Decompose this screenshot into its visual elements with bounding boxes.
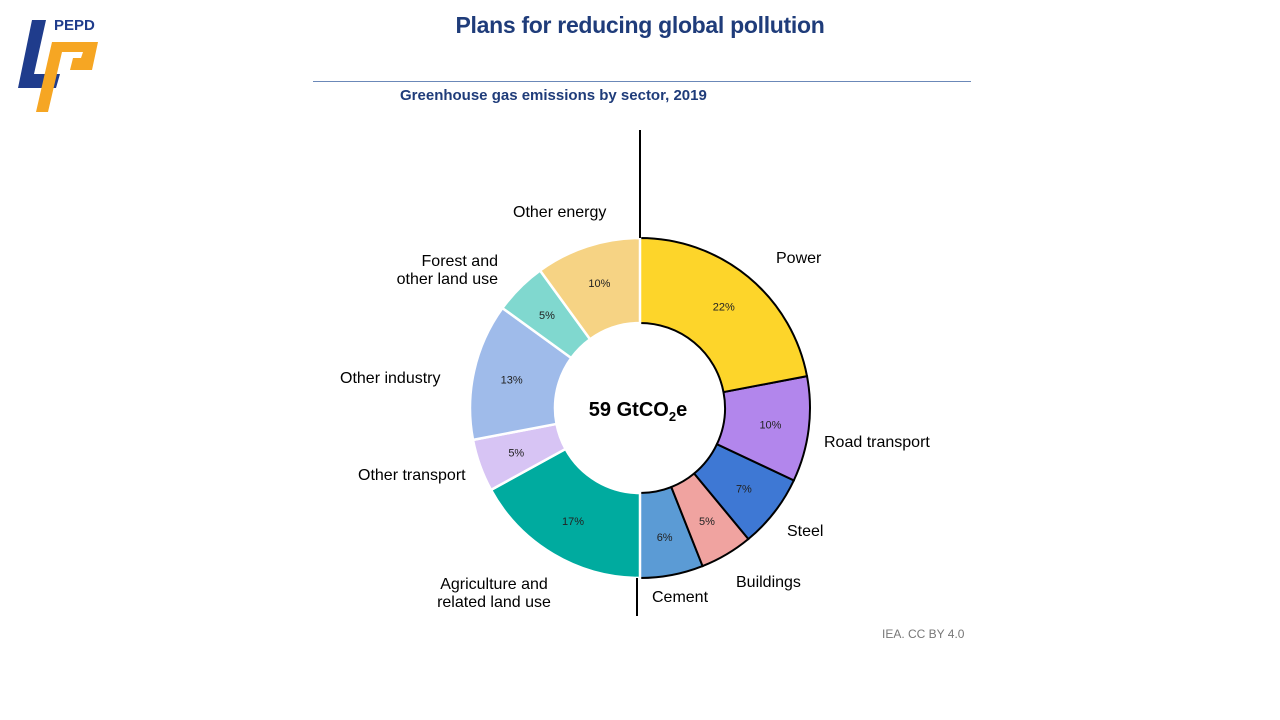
slice-other-energy xyxy=(538,236,642,341)
label-power: Power xyxy=(776,250,822,267)
slice-pct-label: 10% xyxy=(759,419,781,431)
label-cement: Cement xyxy=(652,589,709,606)
slice-pct-label: 7% xyxy=(736,484,752,496)
slice-pct-label: 5% xyxy=(699,516,715,528)
center-total-label: 59 GtCO2e xyxy=(589,399,687,424)
label-steel: Steel xyxy=(787,523,824,540)
label-other-industry: Other industry xyxy=(340,370,441,387)
label-road-transport: Road transport xyxy=(824,434,930,451)
slice-buildings xyxy=(669,472,750,568)
page-title: Plans for reducing global pollution xyxy=(455,12,825,38)
title-divider xyxy=(313,81,971,82)
svg-text:PEPD: PEPD xyxy=(54,17,95,34)
label-agriculture: Agriculture and related land use xyxy=(437,576,551,611)
slice-pct-label: 13% xyxy=(501,374,523,386)
label-other-transport: Other transport xyxy=(358,467,466,484)
slice-pct-label: 22% xyxy=(713,302,735,314)
pepd-logo: PEPD xyxy=(12,12,116,116)
chart-title: Greenhouse gas emissions by sector, 2019 xyxy=(400,87,707,104)
slice-pct-label: 5% xyxy=(539,310,555,322)
slice-pct-label: 17% xyxy=(562,516,584,528)
source-note: IEA. CC BY 4.0 xyxy=(882,627,965,641)
slice-agriculture-and-related-land-use xyxy=(489,447,642,580)
label-buildings: Buildings xyxy=(736,574,801,591)
slice-pct-label: 5% xyxy=(508,448,524,460)
slice-pct-label: 10% xyxy=(588,278,610,290)
slice-steel xyxy=(692,442,796,541)
label-other-energy: Other energy xyxy=(513,204,607,221)
slice-pct-label: 6% xyxy=(657,532,673,544)
slice-power xyxy=(639,236,809,394)
label-forest: Forest and other land use xyxy=(396,253,498,288)
slice-road-transport xyxy=(715,374,811,482)
